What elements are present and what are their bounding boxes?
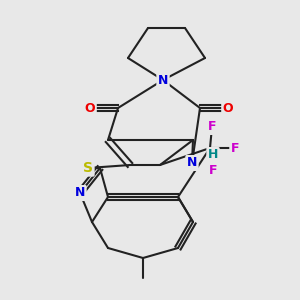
Text: O: O bbox=[85, 101, 95, 115]
Text: F: F bbox=[231, 142, 239, 154]
Text: H: H bbox=[208, 148, 218, 161]
Text: N: N bbox=[187, 157, 197, 169]
Text: F: F bbox=[208, 121, 216, 134]
Text: S: S bbox=[83, 161, 93, 175]
Text: N: N bbox=[75, 187, 85, 200]
Text: N: N bbox=[158, 74, 168, 86]
Text: F: F bbox=[209, 164, 217, 176]
Text: O: O bbox=[223, 101, 233, 115]
